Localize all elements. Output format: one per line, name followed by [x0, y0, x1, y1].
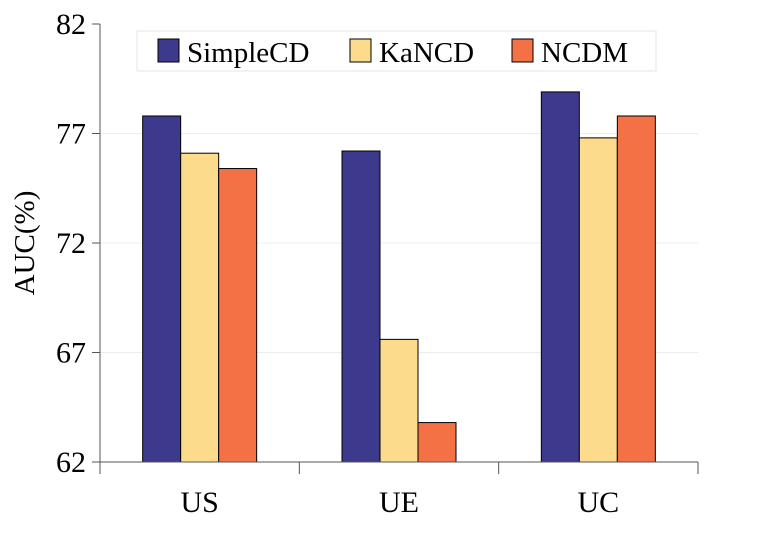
y-ticks: 62 67 72 77 82 [56, 8, 100, 479]
y-tick-label: 72 [56, 227, 86, 260]
bar-kancd-uc [578, 137, 618, 463]
legend-label-ncdm: NCDM [541, 37, 628, 69]
y-tick-label: 62 [56, 446, 86, 479]
legend-swatch-simplecd [157, 38, 180, 63]
bar-ncdm-ue [417, 422, 457, 463]
bar-simplecd-uc [540, 91, 580, 463]
bar-ncdm-uc [616, 115, 656, 463]
bar-kancd-ue [379, 338, 419, 463]
x-ticks: US UE UC [99, 462, 699, 519]
y-tick-label: 67 [56, 337, 86, 370]
y-tick-label: 77 [56, 118, 86, 151]
bars [142, 91, 656, 463]
bar-kancd-us [180, 152, 220, 463]
bar-simplecd-ue [341, 150, 381, 463]
legend-label-kancd: KaNCD [379, 37, 474, 69]
legend: SimpleCD KaNCD NCDM [136, 30, 657, 72]
x-tick-label: UE [379, 486, 419, 519]
legend-box [136, 30, 657, 72]
y-tick-label: 82 [56, 8, 86, 41]
legend-label-simplecd: SimpleCD [187, 37, 309, 69]
bar-simplecd-us [142, 115, 182, 463]
bar-ncdm-us [218, 168, 258, 463]
x-tick-label: UC [577, 486, 619, 519]
y-axis-title: AUC(%) [9, 191, 41, 296]
legend-swatch-ncdm [511, 38, 534, 63]
x-tick-label: US [180, 486, 218, 519]
legend-swatch-kancd [349, 38, 372, 63]
